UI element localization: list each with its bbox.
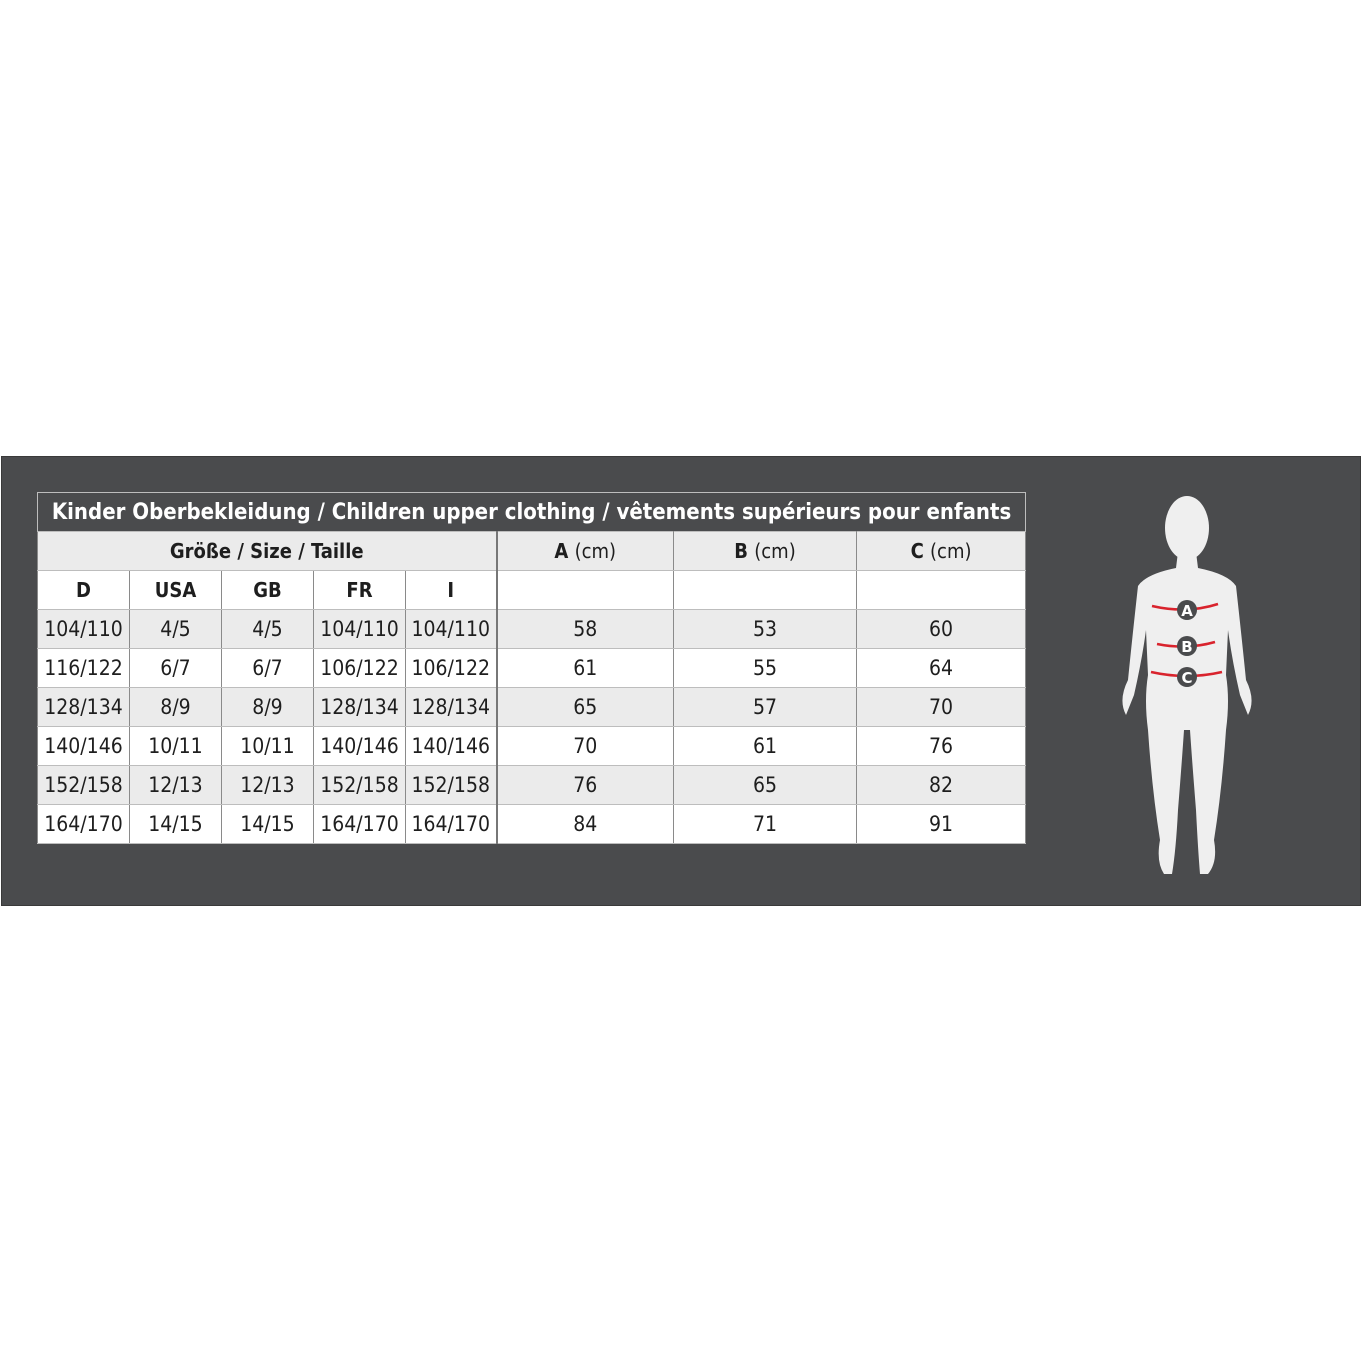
table-cell: 53	[673, 609, 857, 649]
table-cell: 4/5	[221, 609, 314, 649]
table-row: 152/158 12/13 12/13 152/158 152/158 76 65 82	[37, 765, 1027, 805]
measure-a-header: A (cm)	[496, 531, 674, 571]
table-cell: 6/7	[221, 648, 314, 688]
table-cell: 12/13	[129, 765, 222, 805]
table-row: 104/110 4/5 4/5 104/110 104/110 58 53 60	[37, 609, 1027, 649]
col-d: D	[37, 570, 130, 610]
table-cell: 14/15	[221, 804, 314, 844]
table-cell: 8/9	[129, 687, 222, 727]
col-usa: USA	[129, 570, 222, 610]
table-title-row: Kinder Oberbekleidung / Children upper c…	[36, 492, 1027, 532]
table-cell: 70	[855, 687, 1027, 727]
table-cell: 55	[673, 648, 857, 688]
table-cell: 82	[855, 765, 1027, 805]
table-cell: 140/146	[37, 726, 130, 766]
table-cell: 65	[496, 687, 674, 727]
table-cell: 84	[496, 804, 674, 844]
table-cell: 106/122	[313, 648, 406, 688]
table-cell: 164/170	[313, 804, 406, 844]
table-cell: 4/5	[129, 609, 222, 649]
table-cell: 57	[673, 687, 857, 727]
table-cell: 76	[855, 726, 1027, 766]
table-cell: 71	[673, 804, 857, 844]
table-cell: 164/170	[37, 804, 130, 844]
table-cell: 14/15	[129, 804, 222, 844]
table-cell: 65	[673, 765, 857, 805]
table-cell: 12/13	[221, 765, 314, 805]
empty-cell	[496, 570, 674, 610]
table-row: 116/122 6/7 6/7 106/122 106/122 61 55 64	[37, 648, 1027, 688]
table-cell: 64	[855, 648, 1027, 688]
table-cell: 104/110	[313, 609, 406, 649]
table-cell: 60	[855, 609, 1027, 649]
table-cell: 128/134	[405, 687, 498, 727]
marker-c: C	[1177, 667, 1197, 687]
measure-b-header: B (cm)	[673, 531, 857, 571]
marker-a: A	[1177, 600, 1197, 620]
svg-text:A: A	[1181, 602, 1193, 620]
table-cell: 106/122	[405, 648, 498, 688]
table-cell: 10/11	[129, 726, 222, 766]
table-cell: 104/110	[405, 609, 498, 649]
table-cell: 128/134	[37, 687, 130, 727]
svg-text:C: C	[1181, 669, 1192, 687]
header-row: Größe / Size / Taille A (cm) B (cm) C (c…	[37, 531, 1027, 571]
table-cell: 58	[496, 609, 674, 649]
measure-c-header: C (cm)	[855, 531, 1027, 571]
col-fr: FR	[313, 570, 406, 610]
marker-b: B	[1177, 636, 1197, 656]
svg-text:B: B	[1181, 638, 1192, 656]
table-cell: 70	[496, 726, 674, 766]
table-cell: 6/7	[129, 648, 222, 688]
table-row: 140/146 10/11 10/11 140/146 140/146 70 61 76	[37, 726, 1027, 766]
empty-cell	[855, 570, 1027, 610]
table-cell: 8/9	[221, 687, 314, 727]
table-cell: 116/122	[37, 648, 130, 688]
size-table: Kinder Oberbekleidung / Children upper c…	[36, 492, 1027, 844]
table-cell: 76	[496, 765, 674, 805]
table-cell: 10/11	[221, 726, 314, 766]
body-silhouette	[1122, 496, 1252, 874]
table-cell: 140/146	[405, 726, 498, 766]
table-cell: 140/146	[313, 726, 406, 766]
size-group-header: Größe / Size / Taille	[37, 531, 498, 571]
table-cell: 61	[496, 648, 674, 688]
table-cell: 152/158	[37, 765, 130, 805]
table-cell: 91	[855, 804, 1027, 844]
table-row: 164/170 14/15 14/15 164/170 164/170 84 71 91	[37, 804, 1027, 844]
empty-cell	[673, 570, 857, 610]
table-cell: 128/134	[313, 687, 406, 727]
col-i: I	[405, 570, 498, 610]
table-title: Kinder Oberbekleidung / Children upper c…	[36, 492, 1027, 532]
subheader-row: D USA GB FR I	[37, 570, 1027, 610]
table-cell: 104/110	[37, 609, 130, 649]
table-row: 128/134 8/9 8/9 128/134 128/134 65 57 70	[37, 687, 1027, 727]
col-gb: GB	[221, 570, 314, 610]
body-measurement-figure: A B C	[1122, 496, 1252, 874]
table-cell: 152/158	[405, 765, 498, 805]
table-cell: 152/158	[313, 765, 406, 805]
table-cell: 164/170	[405, 804, 498, 844]
table-cell: 61	[673, 726, 857, 766]
